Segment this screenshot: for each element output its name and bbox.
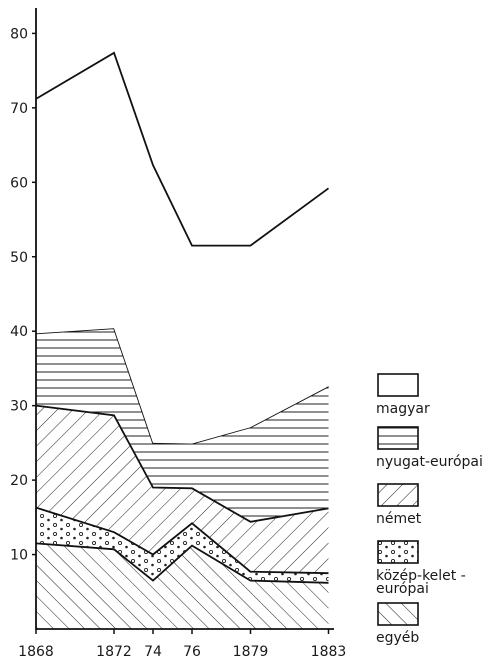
x-tick-label: 1868 (18, 644, 54, 660)
legend-item-nemet: német (376, 483, 422, 527)
legend-item-kozep-kelet-europai: közép-kelet -európai (376, 540, 466, 597)
area-kozep-kelet-europai (36, 507, 329, 583)
area-egyeb (36, 543, 329, 629)
legend-swatch (377, 602, 419, 626)
legend-swatch (377, 373, 419, 397)
legend-label: magyar (376, 401, 430, 417)
y-tick-label: 20 (10, 473, 28, 489)
y-tick-label: 70 (10, 101, 28, 117)
y-tick-label: 40 (10, 324, 28, 340)
y-tick-label: 80 (10, 26, 28, 42)
legend-label: német (376, 511, 422, 527)
y-tick-label: 60 (10, 175, 28, 191)
legend-label: egyéb (376, 630, 419, 646)
y-tick-label: 30 (10, 399, 28, 415)
x-tick-label: 76 (183, 644, 201, 660)
area-nyugat-europai (36, 328, 329, 522)
legend-swatch (377, 483, 419, 507)
legend-item-egyeb: egyéb (376, 602, 419, 646)
area-layers (35, 51, 330, 629)
area-magyar (36, 52, 329, 444)
legend-label: európai (376, 581, 429, 597)
x-tick-label: 1879 (233, 644, 269, 660)
axes: 10 20 30 40 50 60 70 80 1868 1872 74 76 1879 1883 (10, 8, 346, 660)
legend: magyar nyugat-európai német közép-kelet -eu… (376, 373, 483, 646)
area-nemet (36, 405, 329, 574)
boundary-line-magyar (35, 51, 330, 247)
legend-swatch (377, 540, 419, 564)
legend-label: nyugat-európai (376, 454, 483, 470)
legend-item-nyugat-europai: nyugat-európai (376, 426, 483, 470)
y-tick-label: 10 (10, 548, 28, 564)
x-tick-label: 1872 (96, 644, 132, 660)
legend-item-magyar: magyar (376, 373, 430, 417)
x-tick-label: 74 (144, 644, 162, 660)
legend-swatch (377, 426, 419, 450)
y-tick-label: 50 (10, 250, 28, 266)
legend-label: közép-kelet - (376, 568, 466, 584)
x-tick-label: 1883 (311, 644, 347, 660)
